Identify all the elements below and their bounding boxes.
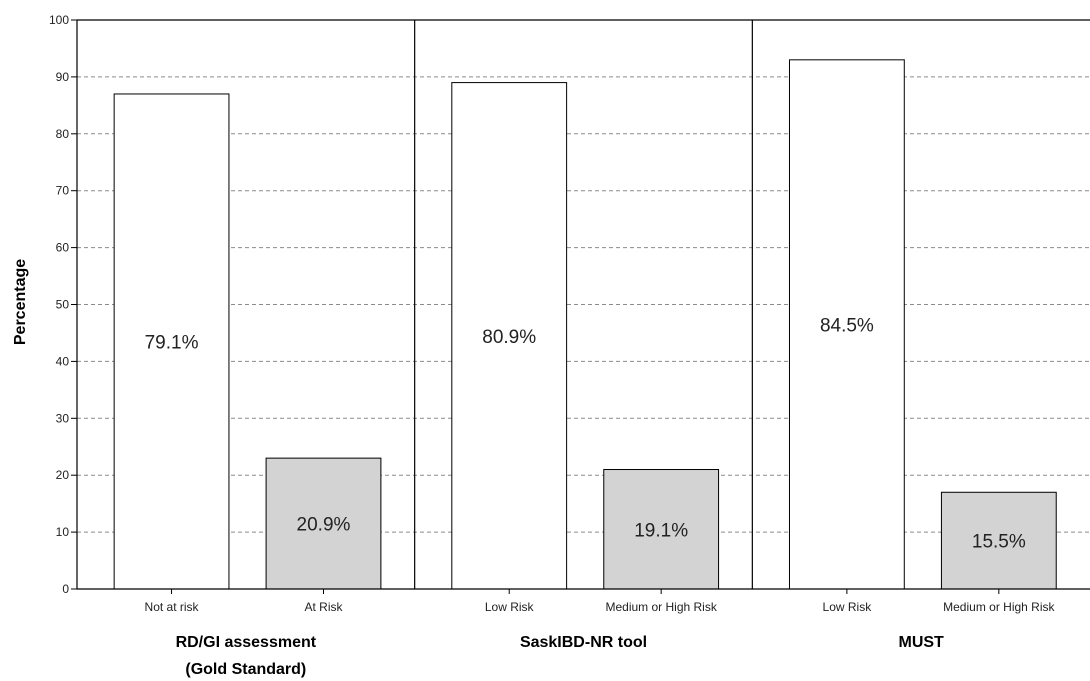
y-tick-label: 10 [56,525,70,539]
data-label: 79.1% [145,332,199,353]
panel-frames [76,19,1090,590]
bar [603,469,720,590]
y-tick-label: 40 [56,354,70,368]
y-tick-label: 90 [56,70,70,84]
category-label: Medium or High Risk [605,600,717,614]
gridlines [77,76,1090,533]
bar [451,82,568,590]
data-labels: 79.1% 20.9% 80.9% 19.1% 84.5% 15.5% [145,315,1026,552]
bar [940,491,1057,590]
data-label: 20.9% [297,515,351,536]
y-tick-label: 70 [56,184,70,198]
group-label: RD/GI assessment [176,634,317,651]
bar [113,93,230,590]
x-axis-labels: Not at risk At Risk RD/GI assessment (Gold … [145,589,1056,678]
bar [265,457,382,590]
y-tick-label: 20 [56,468,70,482]
bars [113,59,1057,590]
y-tick-label: 100 [49,13,69,27]
category-label: Low Risk [485,600,535,614]
category-label: At Risk [304,600,343,614]
data-label: 84.5% [820,315,874,336]
y-tick-label: 30 [56,411,70,425]
group-label-line2: (Gold Standard) [185,661,306,678]
y-tick-label: 50 [56,298,70,312]
y-tick-label: 0 [62,582,69,596]
y-axis: 0 10 20 30 40 50 60 70 80 90 100 [49,13,77,596]
group-label: SaskIBD-NR tool [520,634,647,651]
category-label: Not at risk [145,600,200,614]
group-label: MUST [899,634,945,651]
category-label: Medium or High Risk [943,600,1055,614]
y-tick-label: 80 [56,127,70,141]
data-label: 19.1% [634,520,688,541]
category-label: Low Risk [823,600,873,614]
data-label: 15.5% [972,532,1026,553]
data-label: 80.9% [482,327,536,348]
y-axis-title: Percentage [12,259,29,345]
bar [788,59,905,590]
y-tick-label: 60 [56,241,70,255]
